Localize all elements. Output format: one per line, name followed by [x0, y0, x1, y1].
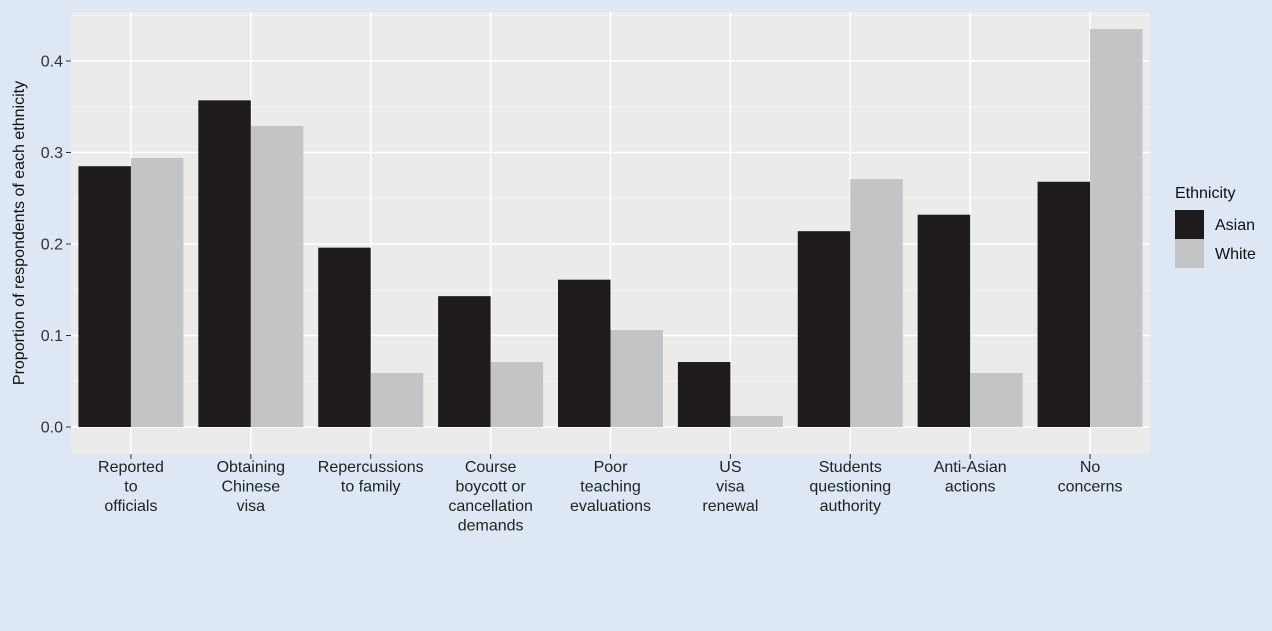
bar-white-6 [730, 416, 783, 427]
x-category-label-line: teaching [580, 479, 641, 496]
x-category-label: Reported to officials [98, 459, 164, 515]
bar-white-1 [130, 157, 184, 428]
x-category-label: Repercussions to family [318, 459, 424, 496]
bar-white-5 [610, 330, 663, 427]
x-category-label: No concerns [1058, 459, 1123, 496]
x-category-label-line: to [124, 479, 137, 496]
x-category-label-line: concerns [1058, 479, 1123, 496]
y-axis: 0.0 0.1 0.2 0.3 0.4 [41, 54, 71, 437]
x-category-label-line: Poor [594, 459, 628, 476]
x-category-label-line: demands [458, 518, 524, 535]
x-category-label: Anti-Asian actions [934, 459, 1007, 496]
x-category-label-line: evaluations [570, 498, 651, 515]
legend-title: Ethnicity [1175, 185, 1235, 202]
legend-key-asian [1175, 210, 1204, 239]
x-category-label: Poor teaching evaluations [570, 459, 651, 515]
x-category-label-line: to family [341, 479, 401, 496]
bar-asian-9 [1037, 181, 1091, 427]
bar-asian-3 [318, 247, 371, 427]
x-category-label-line: renewal [702, 498, 758, 515]
x-category-label-line: Course [465, 459, 517, 476]
x-category-label: US visa renewal [702, 459, 758, 515]
y-tick-label: 0.1 [41, 328, 63, 345]
bar-white-9 [1090, 28, 1143, 427]
bar-asian-6 [677, 362, 731, 427]
legend-label-white: White [1215, 246, 1256, 263]
x-category-label-line: boycott or [455, 479, 526, 496]
y-tick-label: 0.0 [41, 420, 63, 437]
y-tick-label: 0.2 [41, 237, 63, 254]
x-category-label: Course boycott or cancellation demands [448, 459, 533, 535]
legend-key-white [1175, 239, 1204, 268]
x-category-label-line: Repercussions [318, 459, 424, 476]
x-category-label-line: officials [104, 498, 157, 515]
bar-white-3 [370, 373, 424, 427]
y-tick-label: 0.4 [41, 54, 63, 71]
x-category-label-line: authority [820, 498, 881, 515]
x-category-label-line: Obtaining [217, 459, 286, 476]
bar-white-4 [490, 362, 544, 427]
x-category-label: Obtaining Chinese visa [217, 459, 286, 515]
x-category-label-line: actions [945, 479, 996, 496]
x-category-label-line: US [719, 459, 741, 476]
x-category-label-line: No [1080, 459, 1101, 476]
bar-asian-1 [78, 166, 131, 427]
x-category-label-line: questioning [809, 479, 891, 496]
bar-asian-7 [797, 231, 851, 427]
x-category-label: Students questioning authority [809, 459, 891, 515]
bar-asian-4 [438, 296, 491, 427]
bar-white-8 [970, 373, 1023, 427]
y-axis-title: Proportion of respondents of each ethnic… [11, 81, 28, 385]
x-category-label-line: cancellation [448, 498, 533, 515]
bar-asian-5 [558, 279, 611, 427]
bars [78, 28, 1143, 428]
bar-white-2 [250, 125, 304, 427]
x-category-label-line: Chinese [221, 479, 280, 496]
y-tick-label: 0.3 [41, 145, 63, 162]
x-category-label-line: Anti-Asian [934, 459, 1007, 476]
x-category-label-line: visa [237, 498, 266, 515]
x-axis: Reported to officials Obtaining Chinese visa R… [98, 454, 1123, 535]
bar-asian-2 [198, 100, 251, 427]
bar-white-7 [850, 179, 903, 427]
legend: Ethnicity Asian White [1175, 185, 1256, 268]
x-category-label-line: Students [819, 459, 882, 476]
legend-label-asian: Asian [1215, 217, 1255, 234]
x-category-label-line: Reported [98, 459, 164, 476]
x-category-label-line: visa [716, 479, 745, 496]
bar-asian-8 [917, 214, 971, 427]
